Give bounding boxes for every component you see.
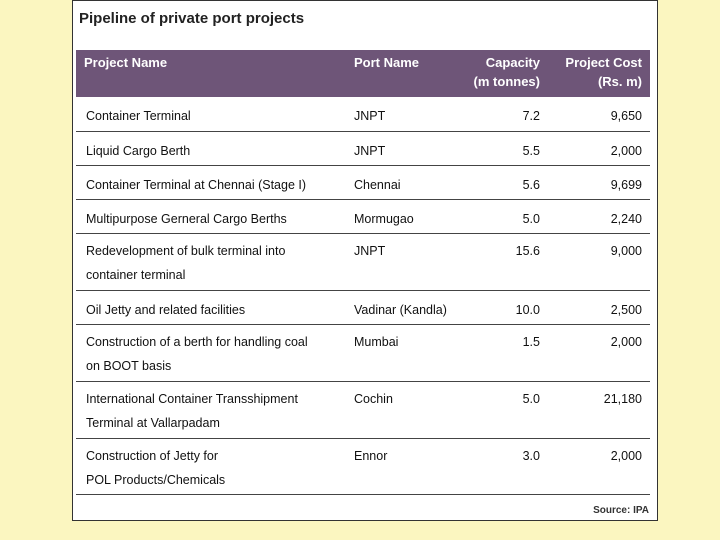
- table-row: International Container Transshipment Te…: [76, 381, 650, 439]
- cell-port: Ennor: [354, 448, 388, 463]
- cell-port: Mormugao: [346, 199, 456, 234]
- cell-cost: 2,000: [610, 448, 642, 463]
- cell-port: Cochin: [346, 381, 456, 439]
- cell-capacity: 10.0: [456, 290, 548, 325]
- table-row: Multipurpose Gerneral Cargo Berths Mormu…: [76, 199, 650, 234]
- header-port-name: Port Name: [346, 50, 456, 97]
- header-project-name: Project Name: [76, 50, 346, 97]
- cell-project: International Container Transshipment Te…: [76, 381, 346, 439]
- cell-cost: 2,240: [548, 199, 650, 234]
- cell-project: Oil Jetty and related facilities: [76, 290, 346, 325]
- cell-capacity: 15.6: [456, 233, 548, 291]
- cell-project: Construction of Jetty for POL Products/C…: [86, 448, 226, 487]
- cell-cost: 2,000: [548, 131, 650, 166]
- cell-project: Container Terminal: [76, 97, 346, 132]
- header-project-cost-unit: (Rs. m): [597, 74, 642, 89]
- cell-project: Container Terminal at Chennai (Stage I): [76, 165, 346, 200]
- source-note: Source: IPA: [593, 505, 649, 516]
- cell-project: Liquid Cargo Berth: [76, 131, 346, 166]
- table-row: Liquid Cargo Berth JNPT 5.5 2,000: [76, 131, 650, 166]
- cell-port: JNPT: [346, 131, 456, 166]
- table-row: Container Terminal at Chennai (Stage I) …: [76, 165, 650, 200]
- cell-cost: 9,699: [548, 165, 650, 200]
- cell-capacity: 3.0: [522, 448, 540, 463]
- projects-table: Project Name Port Name Capacity (m tonne…: [76, 50, 650, 495]
- cell-project: Construction of a berth for handling coa…: [76, 324, 346, 382]
- cell-cost: 21,180: [548, 381, 650, 439]
- cell-capacity: 5.5: [456, 131, 548, 166]
- cell-capacity: 7.2: [456, 97, 548, 132]
- cell-cost: 2,500: [548, 290, 650, 325]
- cell-cost: 9,000: [548, 233, 650, 291]
- table-row: Redevelopment of bulk terminal into cont…: [76, 233, 650, 291]
- cell-cost: 9,650: [548, 97, 650, 132]
- table-row: Construction of Jetty for POL Products/C…: [76, 438, 650, 495]
- cell-port: Chennai: [346, 165, 456, 200]
- table-card: Pipeline of private port projects Projec…: [72, 0, 658, 521]
- cell-project: Multipurpose Gerneral Cargo Berths: [76, 199, 346, 234]
- header-row: Project Name Port Name Capacity (m tonne…: [76, 50, 650, 97]
- cell-capacity: 5.6: [456, 165, 548, 200]
- footer-divider: [76, 494, 650, 495]
- table-row: Oil Jetty and related facilities Vadinar…: [76, 290, 650, 325]
- cell-port: JNPT: [346, 233, 456, 291]
- cell-capacity: 1.5: [456, 324, 548, 382]
- cell-capacity: 5.0: [456, 381, 548, 439]
- table-title: Pipeline of private port projects: [79, 10, 305, 27]
- header-project-cost: Project Cost (Rs. m): [548, 50, 650, 97]
- header-capacity-unit: (m tonnes): [473, 74, 540, 89]
- cell-port: Vadinar (Kandla): [346, 290, 456, 325]
- table-row: Construction of a berth for handling coa…: [76, 324, 650, 382]
- cell-capacity: 5.0: [456, 199, 548, 234]
- header-capacity: Capacity (m tonnes): [456, 50, 548, 97]
- cell-port: Mumbai: [346, 324, 456, 382]
- cell-cost: 2,000: [548, 324, 650, 382]
- cell-port: JNPT: [346, 97, 456, 132]
- cell-project: Redevelopment of bulk terminal into cont…: [76, 233, 346, 291]
- table-row: Container Terminal JNPT 7.2 9,650: [76, 97, 650, 132]
